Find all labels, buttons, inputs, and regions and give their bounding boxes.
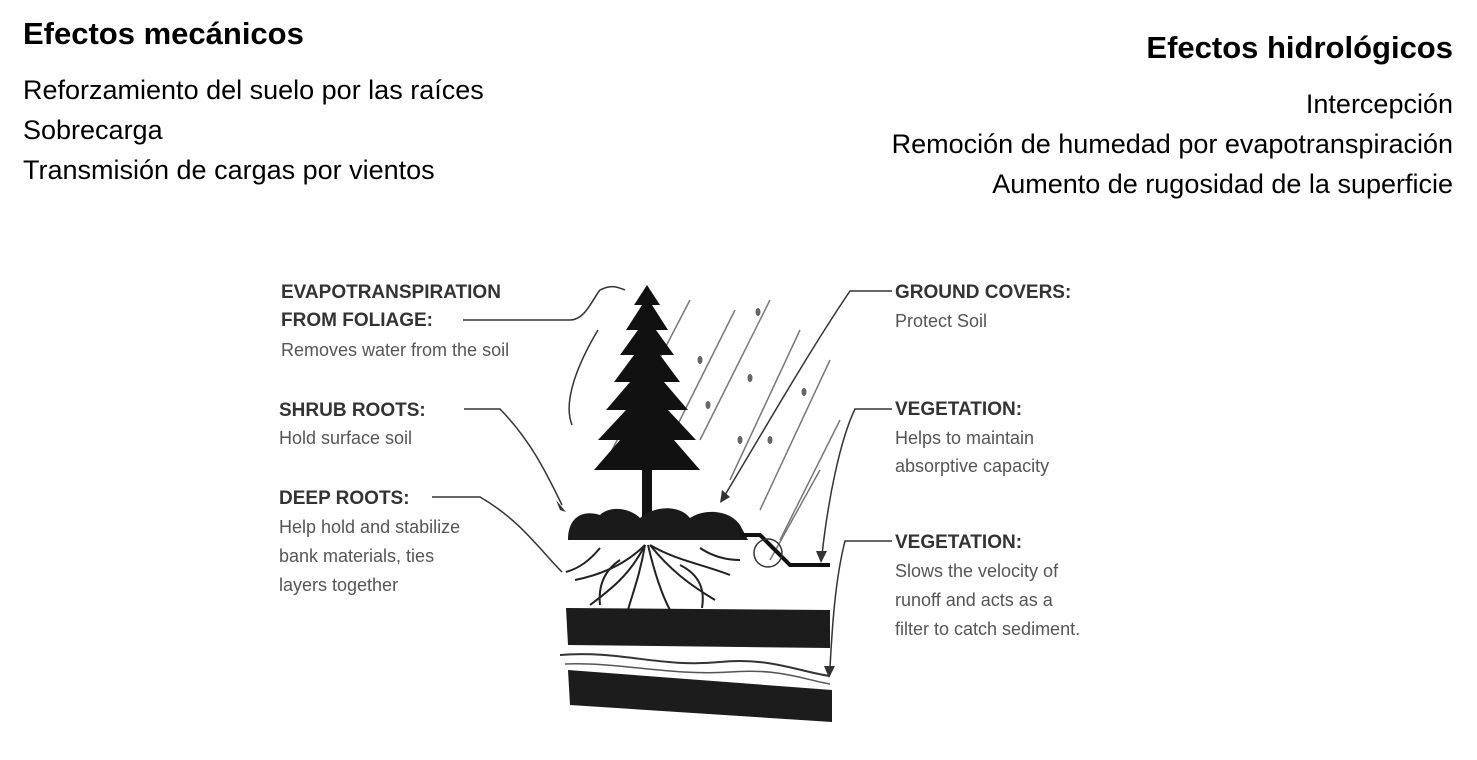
hydrological-effects-list: Intercepción Remoción de humedad por eva… xyxy=(892,84,1453,204)
deep-roots-body-line1: Help hold and stabilize xyxy=(279,517,460,537)
conifer-tree xyxy=(594,285,700,540)
vegetation-runoff-body-line3: filter to catch sediment. xyxy=(895,619,1080,639)
water-layer xyxy=(559,653,831,677)
vegetation-absorptive-body-line1: Helps to maintain xyxy=(895,428,1034,448)
vegetation-absorptive-title: VEGETATION: xyxy=(895,399,1022,420)
mechanical-effects-section: Efectos mecánicos Reforzamiento del suel… xyxy=(23,16,484,190)
hydrological-effect-item: Remoción de humedad por evapotranspiraci… xyxy=(891,129,1453,159)
shrub-roots-body: Hold surface soil xyxy=(279,428,412,448)
arrow-heads xyxy=(554,490,835,678)
hydrological-effects-title: Efectos hidrológicos xyxy=(1146,30,1453,65)
mechanical-effect-item: Sobrecarga xyxy=(23,115,163,145)
ground-cover-slope xyxy=(740,533,830,567)
mechanical-effects-list: Reforzamiento del suelo por las raíces S… xyxy=(23,70,484,190)
vegetation-absorptive-body-line2: absorptive capacity xyxy=(895,456,1049,476)
hydrological-effects-section: Efectos hidrológicos Intercepción Remoci… xyxy=(892,30,1453,204)
shrub-layer xyxy=(568,508,748,540)
hydrological-effect-item: Aumento de rugosidad de la superficie xyxy=(992,169,1453,199)
rain-drops xyxy=(697,308,807,444)
ground-covers-body: Protect Soil xyxy=(895,311,987,331)
shrub-roots-title: SHRUB ROOTS: xyxy=(279,400,426,421)
deep-roots-title: DEEP ROOTS: xyxy=(279,488,410,509)
water-layer-2 xyxy=(564,663,831,685)
deep-roots-body-line3: layers together xyxy=(279,575,398,595)
soil-layer-upper xyxy=(566,608,830,648)
mechanical-effects-title: Efectos mecánicos xyxy=(23,16,304,51)
vegetation-runoff-body-line2: runoff and acts as a xyxy=(895,590,1054,610)
ground-covers-title: GROUND COVERS: xyxy=(895,282,1071,303)
vegetation-runoff-title: VEGETATION: xyxy=(895,532,1022,553)
hydrological-effect-item: Intercepción xyxy=(1305,89,1453,119)
leader-lines xyxy=(432,285,892,669)
deep-roots-body-line2: bank materials, ties xyxy=(279,546,434,566)
mechanical-effect-item: Transmisión de cargas por vientos xyxy=(23,155,435,185)
evapotranspiration-title-line2: FROM FOLIAGE: xyxy=(281,310,433,331)
mechanical-effect-item: Reforzamiento del suelo por las raíces xyxy=(23,75,484,105)
root-system xyxy=(565,544,741,611)
evapotranspiration-title-line1: EVAPOTRANSPIRATION xyxy=(281,282,501,303)
ground-cover-detail xyxy=(753,538,783,568)
vegetation-runoff-body-line1: Slows the velocity of xyxy=(895,561,1059,581)
evapotranspiration-body: Removes water from the soil xyxy=(281,340,509,360)
soil-layer-lower xyxy=(568,670,832,722)
